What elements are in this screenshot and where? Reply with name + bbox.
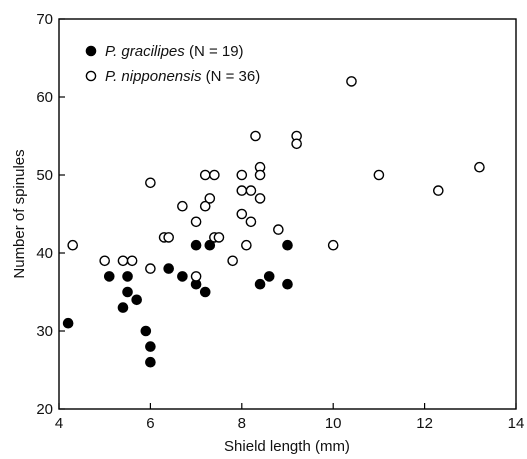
nipponensis-point xyxy=(373,169,385,181)
gracilipes-point xyxy=(62,317,74,329)
nipponensis-point xyxy=(227,255,238,267)
nipponensis-point xyxy=(241,239,252,251)
x-tick-label: 6 xyxy=(146,415,154,432)
nipponensis-point xyxy=(273,224,284,235)
y-tick-label: 60 xyxy=(36,89,53,106)
legend-marker-filled xyxy=(85,45,97,57)
legend: P. gracilipes (N = 19) P. nipponensis (N… xyxy=(85,43,260,85)
gracilipes-point xyxy=(254,278,266,290)
legend-label-2: P. nipponensis (N = 36) xyxy=(105,68,260,85)
x-tick-label: 8 xyxy=(238,415,246,432)
nipponensis-point xyxy=(99,255,110,267)
nipponensis-point xyxy=(236,208,248,220)
plot-frame xyxy=(58,18,517,410)
nipponensis-point xyxy=(117,255,129,267)
nipponensis-point xyxy=(213,232,225,243)
gracilipes-point xyxy=(263,271,275,282)
nipponensis-point xyxy=(433,185,444,196)
nipponensis-point xyxy=(474,161,485,173)
nipponensis-point xyxy=(204,193,216,204)
gracilipes-point xyxy=(145,356,156,368)
nipponensis-point xyxy=(199,200,211,212)
gracilipes-point xyxy=(140,325,152,337)
y-tick-label: 30 xyxy=(36,323,53,340)
nipponensis-point xyxy=(126,255,138,267)
nipponensis-point xyxy=(245,216,257,228)
nipponensis-point xyxy=(254,193,266,204)
nipponensis-point xyxy=(67,239,79,251)
nipponensis-point xyxy=(346,76,357,87)
gracilipes-point xyxy=(163,263,174,274)
nipponensis-point xyxy=(145,177,156,189)
nipponensis-point xyxy=(177,200,188,212)
gracilipes-point xyxy=(103,271,115,282)
y-axis-label: Number of spinules xyxy=(11,149,28,278)
x-tick-label: 14 xyxy=(508,415,525,432)
nipponensis-point xyxy=(209,169,220,181)
nipponensis-point xyxy=(327,239,339,251)
nipponensis-point xyxy=(236,169,248,181)
x-tick-label: 10 xyxy=(325,415,342,432)
nipponensis-point xyxy=(250,130,261,142)
nipponensis-point xyxy=(291,138,302,150)
legend-label-1: P. gracilipes (N = 19) xyxy=(105,43,244,60)
gracilipes-point xyxy=(177,271,188,282)
nipponensis-point xyxy=(190,271,202,282)
legend-marker-open xyxy=(85,70,97,82)
x-axis-label: Shield length (mm) xyxy=(224,438,350,455)
y-tick-label: 70 xyxy=(36,11,53,28)
gracilipes-point xyxy=(282,278,293,290)
nipponensis-point xyxy=(254,169,266,181)
gracilipes-point xyxy=(131,294,142,306)
gracilipes-point xyxy=(117,302,129,313)
x-tick-label: 4 xyxy=(55,415,63,432)
nipponensis-point xyxy=(245,185,257,196)
nipponensis-point xyxy=(236,185,248,196)
axis-ticks: 4 6 8 10 12 14 20 30 40 50 60 70 xyxy=(36,11,524,432)
nipponensis-point xyxy=(163,232,174,243)
data-points xyxy=(62,76,485,368)
gracilipes-point xyxy=(199,286,211,298)
nipponensis-point xyxy=(190,216,202,228)
gracilipes-point xyxy=(204,239,216,251)
gracilipes-point xyxy=(145,341,156,352)
gracilipes-point xyxy=(282,239,293,251)
y-tick-label: 40 xyxy=(36,245,53,262)
nipponensis-point xyxy=(199,169,211,181)
nipponensis-point xyxy=(145,263,156,274)
gracilipes-point xyxy=(190,239,202,251)
y-tick-label: 50 xyxy=(36,167,53,184)
x-tick-label: 12 xyxy=(416,415,433,432)
gracilipes-point xyxy=(122,271,133,282)
y-tick-label: 20 xyxy=(36,401,53,418)
gracilipes-point xyxy=(122,286,133,298)
